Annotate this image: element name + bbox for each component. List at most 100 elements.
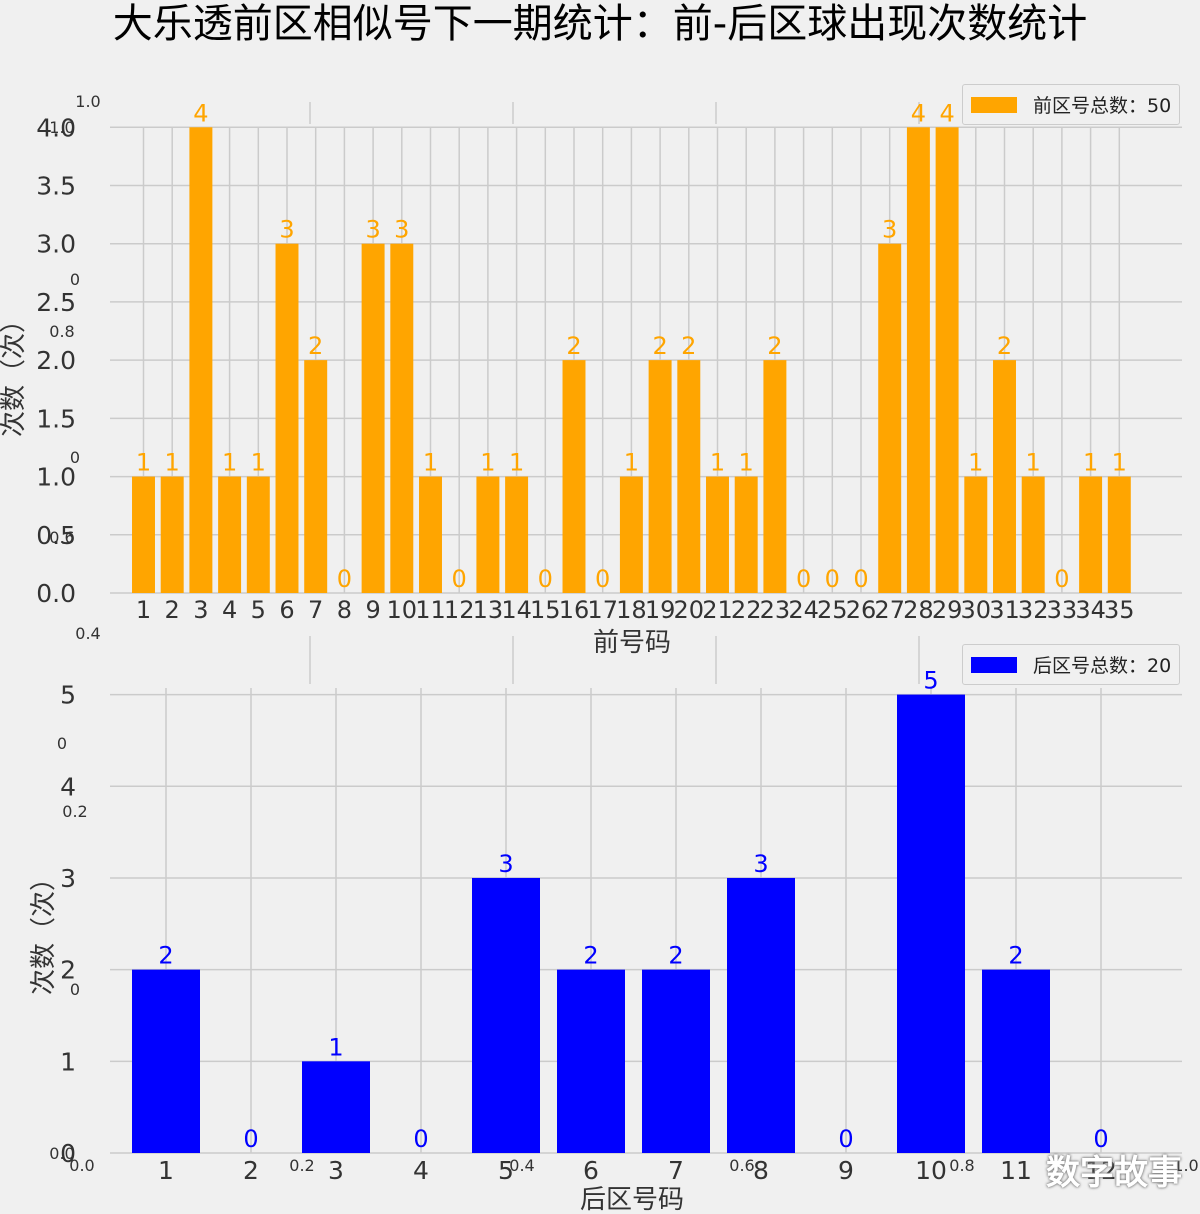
front-value-label: 4 <box>911 99 926 127</box>
front-y-tick-label: 0.5 <box>36 521 76 550</box>
front-value-label: 3 <box>882 216 897 244</box>
front-bar <box>361 243 385 593</box>
back-y-tick-label: 2 <box>60 956 76 985</box>
front-y-axis-title: 次数（次） <box>0 307 29 437</box>
front-bar <box>648 360 672 593</box>
chart-title: 大乐透前区相似号下一期统计：前-后区球出现次数统计 <box>112 1 1088 47</box>
back-y-tick-label: 4 <box>60 772 76 801</box>
front-y-tick-label: 3.5 <box>36 172 76 201</box>
back-x-tick-label: 10 <box>915 1156 947 1185</box>
back-bar <box>132 969 200 1153</box>
back-x-tick-label: 2 <box>243 1156 259 1185</box>
front-bar <box>906 127 930 594</box>
front-x-tick-label: 7 <box>308 596 323 624</box>
front-bar <box>562 360 586 593</box>
front-value-label: 0 <box>595 565 610 593</box>
ghost-tick-label: 0.6 <box>49 528 74 547</box>
back-y-tick-label: 0 <box>60 1139 76 1168</box>
front-value-label: 0 <box>796 565 811 593</box>
front-bar <box>189 127 213 594</box>
front-x-tick-label: 17 <box>587 596 618 624</box>
front-y-tick-label: 4.0 <box>36 113 76 142</box>
front-y-tick-label: 2.0 <box>36 346 76 375</box>
ghost-tick-label: 0.8 <box>949 1156 974 1175</box>
back-value-label: 0 <box>243 1125 258 1153</box>
back-bar <box>302 1061 370 1153</box>
back-x-tick-label: 9 <box>838 1156 854 1185</box>
back-x-tick-label: 7 <box>668 1156 684 1185</box>
front-value-label: 0 <box>337 565 352 593</box>
front-bar <box>246 476 270 593</box>
front-legend-swatch <box>971 96 1017 113</box>
front-value-label: 0 <box>825 565 840 593</box>
front-x-tick-label: 31 <box>989 596 1020 624</box>
front-x-tick-label: 27 <box>874 596 905 624</box>
front-y-tick-label: 2.5 <box>36 288 76 317</box>
front-value-label: 0 <box>853 565 868 593</box>
front-bar <box>1079 476 1103 593</box>
back-y-tick-label: 1 <box>60 1047 76 1076</box>
front-value-label: 1 <box>136 449 151 477</box>
back-value-label: 3 <box>753 850 768 878</box>
back-y-tick-label: 5 <box>60 681 76 710</box>
back-value-label: 0 <box>838 1125 853 1153</box>
front-value-label: 3 <box>394 216 409 244</box>
front-value-label: 1 <box>1026 449 1041 477</box>
front-bar <box>132 476 155 593</box>
back-value-label: 0 <box>1093 1125 1108 1153</box>
front-value-label: 0 <box>538 565 553 593</box>
ghost-tick-label: 1.0 <box>49 118 74 137</box>
back-value-label: 5 <box>923 667 938 695</box>
front-x-tick-label: 4 <box>222 596 237 624</box>
front-x-axis-title: 前号码 <box>593 628 671 658</box>
back-x-tick-label: 8 <box>753 1156 769 1185</box>
back-legend-label: 后区号总数：20 <box>1033 655 1172 677</box>
front-x-tick-label: 21 <box>702 596 733 624</box>
watermark-text: 数字故事 <box>1046 1153 1182 1193</box>
ghost-tick-label: 0 <box>70 270 80 289</box>
front-value-label: 0 <box>1054 565 1069 593</box>
ghost-tick-label: 0.6 <box>729 1156 754 1175</box>
front-x-tick-label: 5 <box>251 596 266 624</box>
ghost-tick-label: 0 <box>70 448 80 467</box>
back-value-label: 2 <box>668 942 683 970</box>
front-y-tick-label: 1.5 <box>36 404 76 433</box>
ghost-tick-label: 1.0 <box>1173 1156 1198 1175</box>
back-x-tick-label: 6 <box>583 1156 599 1185</box>
front-bar <box>218 476 242 593</box>
ghost-tick-label: 0.4 <box>509 1156 534 1175</box>
front-x-tick-label: 19 <box>645 596 676 624</box>
front-bar <box>1021 476 1045 593</box>
front-x-tick-label: 25 <box>817 596 848 624</box>
front-value-label: 2 <box>308 332 323 360</box>
front-value-label: 2 <box>997 332 1012 360</box>
front-bar <box>706 476 729 593</box>
front-value-label: 2 <box>767 332 782 360</box>
front-value-label: 1 <box>222 449 237 477</box>
back-x-tick-label: 4 <box>413 1156 429 1185</box>
front-x-tick-label: 13 <box>473 596 504 624</box>
front-bar <box>878 243 902 593</box>
front-bar <box>275 243 299 593</box>
front-bar <box>390 243 414 593</box>
front-x-tick-label: 10 <box>387 596 418 624</box>
back-value-label: 2 <box>583 942 598 970</box>
back-y-axis-title: 次数（次） <box>29 865 59 995</box>
front-x-tick-label: 24 <box>788 596 819 624</box>
front-value-label: 1 <box>624 449 639 477</box>
front-y-tick-label: 0.0 <box>36 579 76 608</box>
back-x-tick-label: 1 <box>158 1156 174 1185</box>
front-value-label: 1 <box>1083 449 1098 477</box>
front-x-tick-label: 14 <box>501 596 532 624</box>
front-value-label: 1 <box>710 449 725 477</box>
ghost-tick-label: 0.2 <box>289 1156 314 1175</box>
front-x-tick-label: 12 <box>444 596 475 624</box>
ghost-tick-label: 0 <box>70 980 80 999</box>
back-value-label: 3 <box>498 850 513 878</box>
back-y-tick-label: 3 <box>60 864 76 893</box>
front-value-label: 0 <box>452 565 467 593</box>
front-value-label: 1 <box>251 449 266 477</box>
ghost-tick-label: 0.0 <box>69 1156 94 1175</box>
back-bar <box>982 969 1050 1153</box>
